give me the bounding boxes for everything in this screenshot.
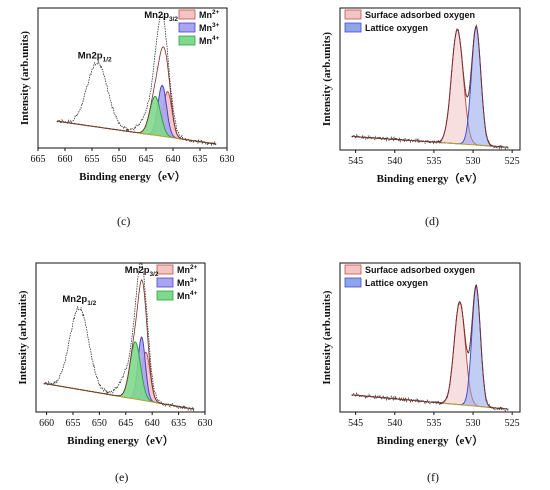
chart-c-svg: 665 660 655 650 645 640 635 630 Binding energy（e… [19,7,235,183]
x-tick-label: 535 [426,418,441,429]
component-line-1 [43,336,195,410]
x-tick-label: 540 [387,156,402,167]
y-axis-title: Intensity (arb.units) [17,290,29,384]
y-axis-title: Intensity (arb.units) [321,32,333,126]
chart-d-svg: 545 540 535 530 525 Binding energy（eV） Intensi… [321,7,521,185]
peak-label-1: Mn2p3/2 [144,10,178,23]
plot-frame [35,262,206,413]
x-tick-label: 635 [193,154,208,165]
x-tick-label: 640 [145,418,160,429]
legend-label-0: Mn2+ [199,9,220,20]
legend-swatch-2 [178,35,196,46]
x-tick-label: 630 [198,418,213,429]
component-fill-2 [56,96,217,144]
x-tick-label: 530 [466,156,481,167]
x-tick-label: 535 [426,156,441,167]
legend-label-0: Surface adsorbed oxygen [365,265,475,275]
x-tick-label: 635 [171,418,186,429]
legend-label-1: Lattice oxygen [365,278,428,288]
legend-swatch-0 [344,264,362,275]
x-tick-label: 655 [85,154,100,165]
component-line-1 [56,84,217,145]
chart-panel-d: 545 540 535 530 525 Binding energy（eV） Intensi… [275,0,550,205]
chart-f-svg: 545 540 535 530 525 Binding energy（eV） Intensi… [321,262,521,447]
raw-spectrum-line [43,262,195,412]
legend-swatch-0 [156,264,174,275]
x-axis-title: Binding energy（eV） [377,172,484,185]
peak-label-1: Mn2p3/2 [125,265,159,278]
component-fill-1 [43,337,195,410]
legend-swatch-1 [178,22,196,33]
legend-swatch-0 [344,9,362,20]
x-tick-label: 545 [348,418,363,429]
legend-label-2: Mn4+ [177,290,198,301]
panel-label-d: (d) [425,214,439,228]
component-line-0 [56,90,217,145]
x-tick-label: 630 [220,154,235,165]
x-axis-title: Binding energy（eV） [377,434,484,447]
x-axis-title: Binding energy（eV） [67,434,174,447]
x-tick-label: 530 [466,418,481,429]
plot-frame [339,262,521,413]
chart-panel-e: 660 655 650 645 640 635 630 Binding energy（eV） I… [0,255,275,460]
component-fill-0 [43,352,195,410]
x-tick-label: 545 [348,156,363,167]
x-tick-label: 665 [31,154,46,165]
component-line-2 [56,95,217,145]
raw-spectrum-line [56,12,217,147]
envelope-line [56,46,217,145]
envelope-line [351,25,509,148]
legend-swatch-0 [178,9,196,20]
x-tick-label: 660 [39,418,54,429]
panel-label-c: (c) [117,214,131,228]
x-axis-title: Binding energy（eV） [79,170,186,183]
component-fill-1 [56,85,217,144]
component-fill-2 [43,341,195,410]
legend-swatch-1 [344,22,362,33]
component-line-0 [43,351,195,410]
x-tick-label: 645 [118,418,133,429]
x-tick-label: 640 [166,154,181,165]
envelope-line [351,284,509,410]
plot-frame [37,7,228,149]
y-axis-title: Intensity (arb.units) [19,31,31,125]
panel-label-e: (e) [115,470,129,484]
legend-label-1: Mn3+ [199,22,220,33]
peak-label-0: Mn2p1/2 [78,50,112,63]
peak-label-0: Mn2p1/2 [62,294,96,307]
x-tick-label: 645 [139,154,154,165]
chart-panel-c: 665 660 655 650 645 640 635 630 Binding energy（e… [0,0,275,205]
y-axis-title: Intensity (arb.units) [321,290,333,384]
legend-label-2: Mn4+ [199,35,220,46]
component-line-2 [43,341,195,410]
x-tick-label: 660 [58,154,73,165]
envelope-line [43,279,195,410]
chart-panel-f: 545 540 535 530 525 Binding energy（eV） Intensi… [275,255,550,460]
legend-swatch-1 [344,277,362,288]
panel-label-f: (f) [427,470,439,484]
x-tick-label: 650 [112,154,127,165]
plot-frame [339,7,521,151]
legend-label-1: Lattice oxygen [365,23,428,33]
chart-e-svg: 660 655 650 645 640 635 630 Binding energy（eV） I… [17,262,213,447]
x-tick-label: 525 [505,156,520,167]
legend-label-1: Mn3+ [177,277,198,288]
legend-label-0: Mn2+ [177,264,198,275]
x-tick-label: 525 [505,418,520,429]
component-fill-0 [56,91,217,144]
raw-spectrum-line [351,24,509,150]
x-tick-label: 540 [387,418,402,429]
legend-swatch-2 [156,290,174,301]
component-fill-1 [351,26,509,148]
raw-spectrum-line [351,282,509,412]
x-tick-label: 655 [65,418,80,429]
legend-swatch-1 [156,277,174,288]
legend-label-0: Surface adsorbed oxygen [365,10,475,20]
x-tick-label: 650 [92,418,107,429]
